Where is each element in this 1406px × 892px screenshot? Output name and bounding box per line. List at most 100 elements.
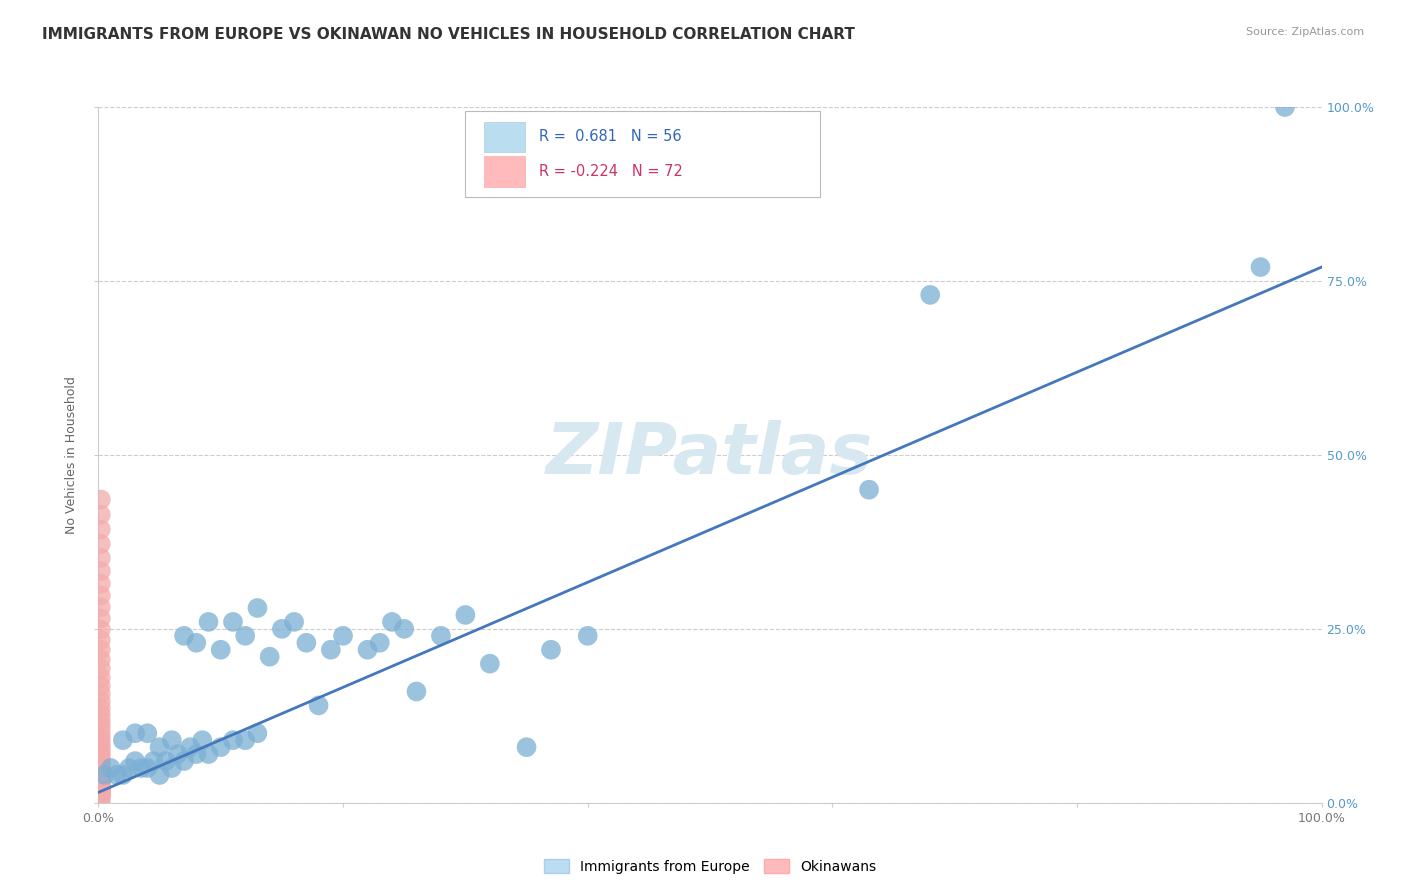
Point: [90, 701, 112, 715]
FancyBboxPatch shape: [465, 111, 820, 197]
Point: [155, 754, 177, 768]
Point: [90, 769, 112, 783]
Point: [90, 785, 112, 799]
Point: [246, 726, 269, 740]
Point: [191, 733, 214, 747]
Point: [90, 786, 112, 800]
Point: [576, 629, 599, 643]
Point: [1274, 100, 1296, 114]
Point: [90, 785, 112, 799]
Point: [233, 733, 256, 747]
Point: [90, 783, 112, 797]
Point: [90, 754, 112, 768]
Point: [90, 508, 112, 522]
Point: [186, 636, 208, 650]
Point: [90, 766, 112, 780]
FancyBboxPatch shape: [484, 156, 526, 187]
Text: IMMIGRANTS FROM EUROPE VS OKINAWAN NO VEHICLES IN HOUSEHOLD CORRELATION CHART: IMMIGRANTS FROM EUROPE VS OKINAWAN NO VE…: [42, 27, 855, 42]
Point: [90, 679, 112, 693]
Point: [90, 777, 112, 791]
Point: [93, 768, 115, 782]
Point: [540, 642, 562, 657]
Point: [90, 589, 112, 603]
Point: [90, 794, 112, 808]
Point: [160, 761, 183, 775]
Point: [454, 607, 477, 622]
Point: [90, 714, 112, 728]
Point: [90, 789, 112, 803]
Point: [90, 761, 112, 775]
Point: [90, 783, 112, 797]
Point: [90, 623, 112, 637]
Point: [118, 761, 141, 775]
Point: [259, 649, 281, 664]
Point: [179, 740, 201, 755]
Point: [308, 698, 330, 713]
Point: [90, 730, 112, 744]
Point: [90, 781, 112, 796]
Point: [858, 483, 880, 497]
Point: [90, 522, 112, 536]
Point: [136, 761, 159, 775]
Point: [167, 747, 190, 761]
Point: [90, 785, 112, 799]
Point: [149, 740, 172, 755]
Point: [392, 622, 416, 636]
Point: [90, 564, 112, 578]
Point: [515, 740, 537, 755]
Text: Source: ZipAtlas.com: Source: ZipAtlas.com: [1246, 27, 1364, 37]
Point: [173, 629, 195, 643]
Point: [90, 785, 112, 799]
Point: [319, 642, 342, 657]
Point: [90, 775, 112, 789]
Point: [90, 785, 112, 799]
Point: [90, 786, 112, 800]
Point: [124, 726, 146, 740]
Point: [90, 785, 112, 799]
Point: [142, 754, 165, 768]
Point: [149, 768, 172, 782]
Point: [90, 652, 112, 666]
Point: [111, 768, 134, 782]
Point: [90, 687, 112, 701]
Point: [90, 747, 112, 761]
Point: [90, 785, 112, 799]
Point: [90, 719, 112, 733]
Point: [90, 576, 112, 591]
Point: [173, 754, 195, 768]
Point: [90, 724, 112, 739]
Point: [332, 629, 354, 643]
Point: [90, 780, 112, 795]
Point: [90, 785, 112, 799]
Point: [90, 786, 112, 800]
Point: [124, 754, 146, 768]
Point: [90, 785, 112, 799]
Point: [90, 772, 112, 786]
FancyBboxPatch shape: [484, 121, 526, 153]
Text: ZIPatlas: ZIPatlas: [547, 420, 873, 490]
Point: [90, 537, 112, 551]
Point: [90, 734, 112, 748]
Point: [90, 600, 112, 615]
Point: [100, 761, 122, 775]
Y-axis label: No Vehicles in Household: No Vehicles in Household: [65, 376, 79, 533]
Point: [90, 757, 112, 772]
Point: [90, 694, 112, 708]
Point: [90, 785, 112, 799]
Point: [186, 747, 208, 761]
Point: [90, 750, 112, 764]
Point: [368, 636, 391, 650]
Point: [430, 629, 453, 643]
Point: [283, 615, 305, 629]
Point: [105, 768, 128, 782]
Point: [209, 740, 232, 755]
Point: [246, 601, 269, 615]
Point: [111, 733, 134, 747]
Point: [90, 785, 112, 799]
Point: [90, 743, 112, 757]
Point: [90, 707, 112, 722]
Point: [90, 786, 112, 800]
Point: [920, 288, 942, 302]
Point: [90, 779, 112, 793]
Point: [222, 615, 245, 629]
